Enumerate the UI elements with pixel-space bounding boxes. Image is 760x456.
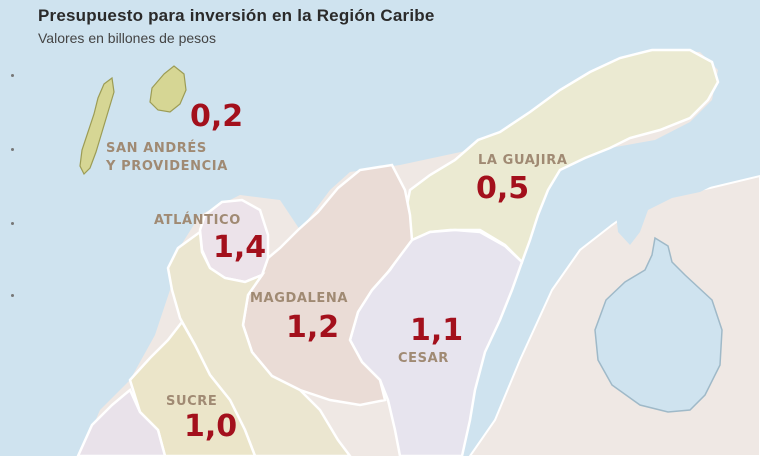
value-magdalena: 1,2 (286, 310, 340, 345)
island-providencia (149, 65, 187, 113)
island-san-andres (79, 76, 115, 176)
label-la-guajira: LA GUAJIRA (478, 153, 568, 168)
label-cesar: CESAR (398, 351, 449, 366)
value-cesar: 1,1 (410, 313, 464, 348)
value-sucre: 1,0 (184, 409, 238, 444)
value-atlantico: 1,4 (213, 230, 267, 265)
gulf-water (610, 128, 720, 245)
map-subtitle: Valores en billones de pesos (38, 30, 216, 46)
value-la-guajira: 0,5 (476, 171, 530, 206)
label-atlantico: ATLÁNTICO (154, 213, 241, 228)
label-sucre: SUCRE (166, 394, 218, 409)
scale-tick (11, 222, 14, 225)
region-cordoba (76, 387, 167, 456)
region-la-guajira (403, 48, 720, 265)
label-magdalena: MAGDALENA (250, 291, 349, 306)
lake-maracaibo (594, 236, 723, 413)
map-title: Presupuesto para inversión en la Región … (38, 6, 435, 25)
value-san-andres: 0,2 (190, 99, 244, 134)
scale-tick (11, 74, 14, 77)
scale-tick (11, 294, 14, 297)
scale-tick (11, 148, 14, 151)
label-san-andres: SAN ANDRÉS Y PROVIDENCIA (106, 141, 228, 174)
